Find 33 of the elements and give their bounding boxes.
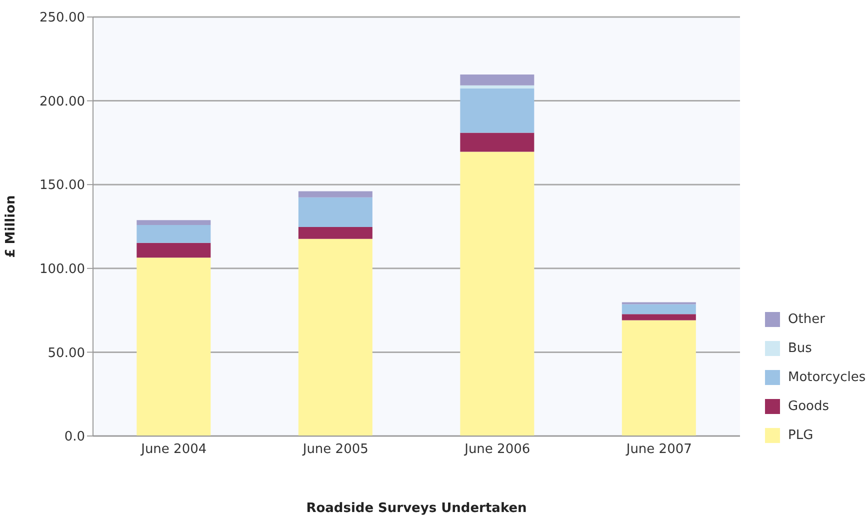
bar xyxy=(298,191,372,198)
y-tick-label: 0.0 xyxy=(64,430,85,445)
x-tick-label: June 2006 xyxy=(464,442,530,458)
x-tick-label: June 2007 xyxy=(625,442,692,458)
y-tick-label: 100.00 xyxy=(40,262,85,278)
y-tick-label: 150.00 xyxy=(40,178,85,194)
bar xyxy=(622,304,696,314)
x-tick-label: June 2005 xyxy=(302,442,368,458)
bar xyxy=(622,320,696,436)
legend-label: Bus xyxy=(788,341,812,356)
bar xyxy=(460,74,534,86)
bar xyxy=(460,85,534,88)
y-tick-label: 200.00 xyxy=(40,94,85,110)
y-tick-label: 250.00 xyxy=(40,10,85,26)
legend-label: PLG xyxy=(788,428,814,443)
bar xyxy=(136,242,211,258)
y-tick-label: 50.00 xyxy=(48,346,85,361)
bar xyxy=(136,224,211,243)
bar xyxy=(298,238,372,436)
bar xyxy=(460,132,534,152)
x-tick-label: June 2004 xyxy=(140,442,207,458)
bar xyxy=(298,227,372,239)
bar xyxy=(622,314,696,320)
legend-label: Other xyxy=(788,312,825,327)
legend-label: Goods xyxy=(788,399,830,414)
y-axis-title: £ Million xyxy=(4,195,19,258)
bar xyxy=(136,220,211,225)
bar xyxy=(298,197,372,228)
bar xyxy=(460,88,534,133)
bar xyxy=(460,152,534,436)
bar xyxy=(136,258,211,436)
x-axis-title: Roadside Surveys Undertaken xyxy=(306,501,527,516)
legend-label: Motorcycles xyxy=(788,370,866,385)
